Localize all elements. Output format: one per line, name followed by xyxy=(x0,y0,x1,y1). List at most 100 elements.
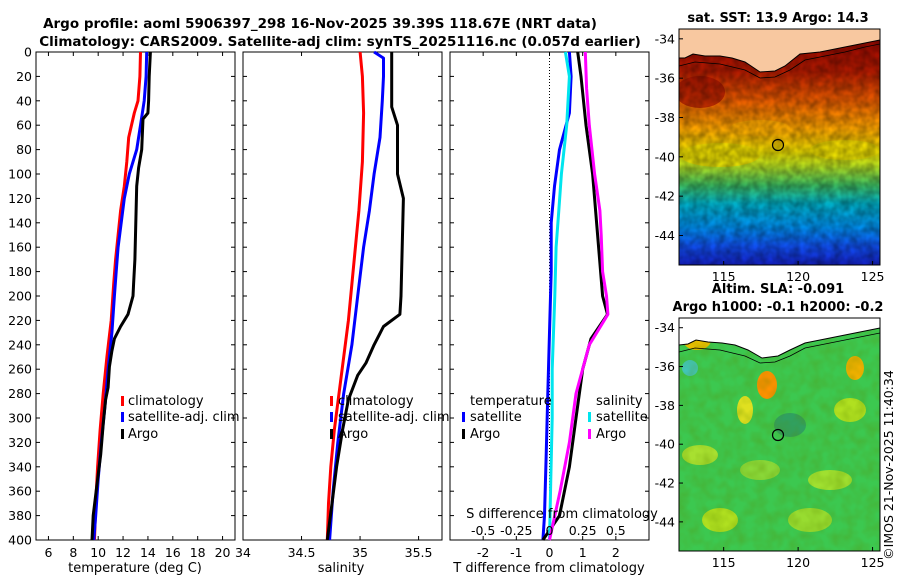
y-tick-label: 140 xyxy=(8,215,32,230)
lat-tick-label: -44 xyxy=(655,514,675,529)
y-tick-label: 40 xyxy=(16,93,32,108)
legend-title-salinity: salinity xyxy=(596,394,643,409)
difference-series xyxy=(541,51,610,541)
bathymetry-contour xyxy=(679,332,880,364)
lon-tick-label: 125 xyxy=(861,555,885,570)
s-difference-xlabel: S difference from climatology xyxy=(466,507,658,522)
sla-argo-location-marker xyxy=(771,428,785,442)
salinity-legend: climatology satellite-adj. clim Argo xyxy=(330,394,450,442)
x-tick-label: 34.5 xyxy=(288,545,316,560)
lon-tick-label: 115 xyxy=(712,269,736,284)
lat-tick-label: -44 xyxy=(655,228,675,243)
lat-tick-label: -40 xyxy=(655,149,675,164)
lat-tick-label: -40 xyxy=(655,437,675,452)
coastline-landmass xyxy=(679,318,880,359)
lat-tick-label: -38 xyxy=(655,110,675,125)
s-tick-label: 0 xyxy=(546,523,554,538)
sst-map-title: sat. SST: 13.9 Argo: 14.3 xyxy=(687,11,868,26)
salinity-xlabel: salinity xyxy=(318,561,365,576)
difference-axis-ticks: -2 -1 0 1 2 xyxy=(450,51,649,560)
y-tick-label: 160 xyxy=(8,240,32,255)
legend-label-satellite: satellite-adj. clim xyxy=(338,410,450,425)
temperature-series xyxy=(90,51,152,541)
sla-map-panel: Altim. SLA: -0.091 Argo h1000: -0.1 h200… xyxy=(655,282,885,570)
legend-swatch-s-satellite xyxy=(588,412,591,422)
lon-tick-label: 125 xyxy=(861,269,885,284)
legend-label-climatology: climatology xyxy=(128,394,204,409)
legend-label-t-satellite: satellite xyxy=(470,410,522,425)
legend-swatch-s-argo xyxy=(588,429,591,439)
legend-swatch-satellite xyxy=(121,412,124,422)
lat-tick-label: -36 xyxy=(655,71,675,86)
x-tick-label: 20 xyxy=(215,545,231,560)
y-tick-label: 360 xyxy=(8,484,32,499)
y-tick-label: 300 xyxy=(8,411,32,426)
y-tick-label: 200 xyxy=(8,289,32,304)
salinity-panel: 34 34.5 35 35.5 salinity climatology satell… xyxy=(235,50,450,576)
sst-map-panel: sat. SST: 13.9 Argo: 14.3 115 120 125 -34 -3… xyxy=(655,11,885,284)
lat-tick-label: -36 xyxy=(655,359,675,374)
s-tick-label: 0.5 xyxy=(606,523,626,538)
legend-label-s-satellite: satellite xyxy=(596,410,648,425)
legend-swatch-climatology xyxy=(330,396,333,406)
x-tick-label: 16 xyxy=(165,545,181,560)
legend-label-argo: Argo xyxy=(338,427,368,442)
lat-tick-label: -38 xyxy=(655,398,675,413)
sla-map-title-line2: Argo h1000: -0.1 h2000: -0.2 xyxy=(673,300,884,315)
x-tick-label: 1 xyxy=(579,545,587,560)
series-line-salinity-argo xyxy=(548,51,610,541)
salinity-series xyxy=(325,50,405,541)
y-tick-label: 0 xyxy=(24,45,32,60)
depth-axis-ticks: 0 20 40 60 80 100 120 140 160 180 200 220 240 260 280 3… xyxy=(8,45,235,548)
temperature-plot-area xyxy=(35,51,236,541)
x-tick-label: -2 xyxy=(477,545,489,560)
figure-title-line1: Argo profile: aoml 5906397_298 16-Nov-20… xyxy=(43,16,597,32)
series-line-argo xyxy=(90,51,152,541)
x-tick-label: 6 xyxy=(44,545,52,560)
s-tick-label: 0.25 xyxy=(569,523,597,538)
x-tick-label: 18 xyxy=(190,545,206,560)
series-line-argo xyxy=(325,52,405,541)
legend-swatch-t-argo xyxy=(462,429,465,439)
lon-tick-label: 115 xyxy=(712,555,736,570)
salinity-axis-ticks: 34 34.5 35 35.5 xyxy=(235,51,442,560)
y-tick-label: 320 xyxy=(8,435,32,450)
sst-map-frame xyxy=(678,28,881,266)
legend-label-argo: Argo xyxy=(128,427,158,442)
sla-map-frame xyxy=(678,317,881,552)
lat-tick-label: -34 xyxy=(655,31,675,46)
series-line-temperature-satellite xyxy=(541,51,573,541)
legend-label-satellite: satellite-adj. clim xyxy=(128,410,240,425)
legend-title-temperature: temperature xyxy=(470,394,552,409)
figure-title-line2: Climatology: CARS2009. Satellite-adj cli… xyxy=(39,34,641,50)
lat-tick-label: -34 xyxy=(655,320,675,335)
y-tick-label: 240 xyxy=(8,337,32,352)
sst-map-axis-ticks: 115 120 125 -34 -36 -38 -40 -42 -44 xyxy=(655,31,885,284)
difference-panel: -2 -1 0 1 2 T difference from climatology S … xyxy=(449,51,658,576)
s-tick-label: -0.25 xyxy=(500,523,532,538)
lat-tick-label: -42 xyxy=(655,189,675,204)
y-tick-label: 380 xyxy=(8,508,32,523)
legend-label-climatology: climatology xyxy=(338,394,414,409)
x-tick-label: -1 xyxy=(510,545,522,560)
sst-map-image xyxy=(679,29,880,265)
sla-map-image xyxy=(679,318,880,551)
x-tick-label: 2 xyxy=(612,545,620,560)
legend-label-s-argo: Argo xyxy=(596,427,626,442)
sla-map-title-line1: Altim. SLA: -0.091 xyxy=(712,282,844,297)
y-tick-label: 180 xyxy=(8,264,32,279)
temperature-panel: 0 20 40 60 80 100 120 140 160 180 200 220 240 260 280 3… xyxy=(8,45,239,577)
s-tick-label: -0.5 xyxy=(471,523,495,538)
y-tick-label: 100 xyxy=(8,167,32,182)
coastline-landmass xyxy=(679,29,880,73)
y-tick-label: 400 xyxy=(8,533,32,548)
series-line-salinity-satellite xyxy=(548,51,571,541)
s-difference-axis-ticks: -0.5 -0.25 0 0.25 0.5 xyxy=(471,523,626,538)
x-tick-label: 35 xyxy=(352,545,368,560)
salinity-plot-area xyxy=(242,51,443,541)
x-tick-label: 8 xyxy=(69,545,77,560)
temperature-xlabel: temperature (deg C) xyxy=(68,561,202,576)
x-tick-label: 14 xyxy=(140,545,156,560)
bathymetry-contour xyxy=(679,43,880,79)
lat-tick-label: -42 xyxy=(655,476,675,491)
